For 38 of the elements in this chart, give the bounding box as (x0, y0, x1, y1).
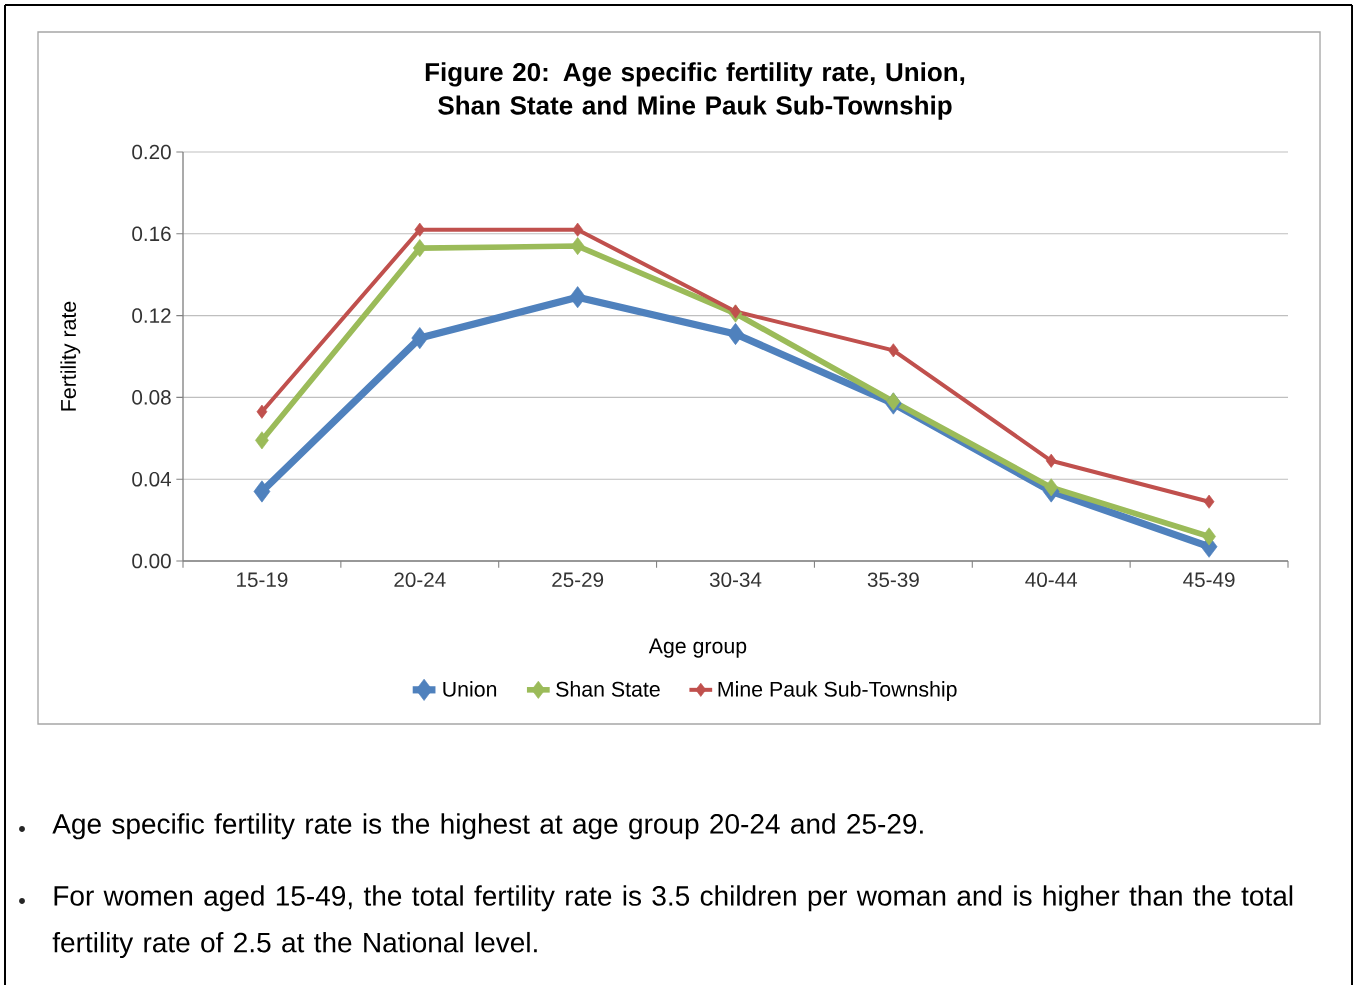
y-tick-label: 0.08 (132, 390, 171, 405)
text: Age specific fertility rate is the highest at age group 20-24 and 25-29. (52, 813, 923, 840)
y-axis-title: Fertility rate (60, 301, 81, 411)
x-tick-label: 25-29 (552, 572, 604, 588)
chart-title: Figure 20: Age specific fertility rate, Union, Shan State and Mine Pauk Sub-Township (425, 62, 965, 120)
point (888, 343, 899, 358)
point (1044, 478, 1059, 497)
x-tick-label: 35-39 (867, 572, 919, 588)
y-tick-label: 0.00 (132, 553, 171, 569)
point (414, 222, 426, 237)
point (572, 222, 583, 237)
x-axis-title: Age group (648, 638, 747, 658)
legend-label: Union (443, 681, 497, 697)
point (256, 404, 268, 419)
y-tick-label: 0.12 (132, 308, 171, 323)
point (1203, 494, 1215, 509)
point (886, 392, 901, 411)
point (253, 480, 271, 503)
point (255, 431, 269, 450)
legend-label: Shan State (556, 681, 660, 697)
point (1202, 527, 1216, 546)
point (1045, 453, 1057, 468)
point (727, 322, 744, 346)
x-tick-label: 30-34 (709, 572, 762, 588)
x-tick-label: 40-44 (1025, 572, 1078, 588)
x-tick-label: 20-24 (394, 572, 446, 588)
x-tick-label: 45-49 (1183, 572, 1235, 588)
point (411, 327, 429, 350)
x-tick-label: 15-19 (237, 572, 288, 588)
point (730, 304, 741, 319)
y-tick-label: 0.20 (132, 144, 171, 160)
point (570, 237, 585, 256)
y-tick-label: 0.04 (132, 471, 172, 487)
legend-label: Mine Pauk Sub-Township (718, 681, 957, 701)
text: For women aged 15-49, the total fertility rate is 3.5 children per woman and is higher than the total fertility rate of 2.5 at the National level. (52, 885, 1293, 959)
point (412, 239, 427, 258)
y-tick-label: 0.16 (132, 226, 171, 242)
point (569, 286, 586, 309)
